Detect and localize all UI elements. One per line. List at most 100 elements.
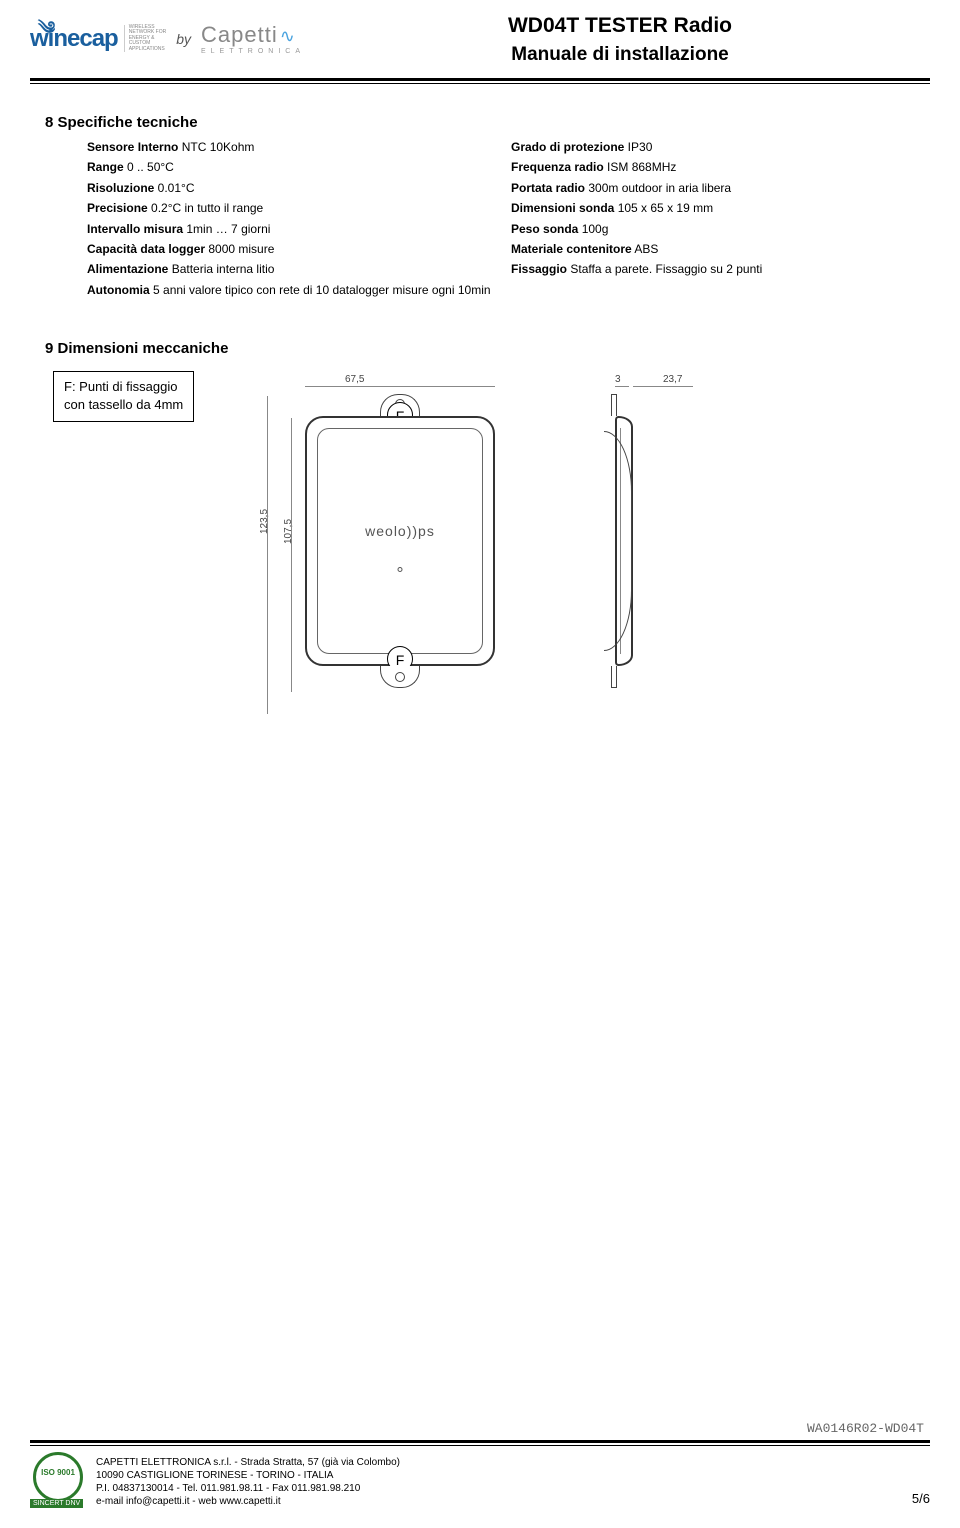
spec-row: Range 0 .. 50°C — [87, 157, 491, 177]
spec-col-right: Grado di protezione IP30Frequenza radio … — [511, 137, 915, 300]
dim-line-gap — [615, 386, 629, 387]
spec-label: Range — [87, 160, 124, 174]
dim-line-left-2 — [291, 418, 292, 692]
mechanical-diagram: 67,5 3 23,7 123,5 107,5 F weolo))ps — [245, 374, 805, 714]
addr-line4: e-mail info@capetti.it - web www.capetti… — [96, 1495, 902, 1508]
spec-label: Fissaggio — [511, 262, 567, 276]
dim-height-inner: 107,5 — [283, 518, 294, 543]
device-body-side — [615, 416, 633, 666]
logo-group: ༄ winecap WIRELESS NETWORK FOR ENERGY & … — [30, 12, 305, 55]
side-tab-bottom — [611, 666, 617, 688]
spec-columns: Sensore Interno NTC 10KohmRange 0 .. 50°… — [45, 137, 915, 300]
spec-value: 0.2°C in tutto il range — [148, 201, 264, 215]
addr-line2: 10090 CASTIGLIONE TORINESE - TORINO - IT… — [96, 1469, 902, 1482]
section9-title: 9 Dimensioni meccaniche — [45, 340, 915, 357]
device-brand: weolo))ps — [318, 523, 482, 539]
spec-value: 105 x 65 x 19 mm — [614, 201, 713, 215]
side-arc — [604, 431, 632, 651]
by-text: by — [176, 31, 191, 47]
cert-badge: ISO 9001 SINCERT DNV — [30, 1452, 86, 1508]
spec-row: Materiale contenitore ABS — [511, 239, 915, 259]
spec-label: Sensore Interno — [87, 140, 178, 154]
cert-ring-icon — [33, 1452, 83, 1502]
spec-col-left: Sensore Interno NTC 10KohmRange 0 .. 50°… — [87, 137, 491, 300]
dim-depth: 23,7 — [663, 374, 682, 385]
spec-value: 100g — [578, 222, 608, 236]
front-view: F weolo))ps F — [305, 394, 495, 694]
title-block: WD04T TESTER Radio Manuale di installazi… — [320, 12, 920, 66]
footer-row: ISO 9001 SINCERT DNV CAPETTI ELETTRONICA… — [30, 1452, 930, 1508]
cert-bar: SINCERT DNV — [30, 1499, 83, 1508]
callout-line1: F: Punti di fissaggio — [64, 379, 177, 394]
spec-value: 0.01°C — [154, 181, 194, 195]
spec-value: NTC 10Kohm — [178, 140, 254, 154]
spec-label: Intervallo misura — [87, 222, 183, 236]
spec-row: Risoluzione 0.01°C — [87, 178, 491, 198]
addr-line3: P.I. 04837130014 - Tel. 011.981.98.11 - … — [96, 1482, 902, 1495]
logo1-tagline: WIRELESS NETWORK FOR ENERGY & CUSTOM APP… — [124, 25, 167, 53]
spec-row: Alimentazione Batteria interna litio — [87, 259, 491, 279]
spec-value: 300m outdoor in aria libera — [585, 181, 731, 195]
spec-row: Precisione 0.2°C in tutto il range — [87, 198, 491, 218]
led-icon — [398, 567, 403, 572]
spec-label: Precisione — [87, 201, 148, 215]
side-tab-top — [611, 394, 617, 416]
spec-row: Peso sonda 100g — [511, 219, 915, 239]
side-view — [615, 394, 725, 694]
footer-rule — [30, 1440, 930, 1446]
company-address: CAPETTI ELETTRONICA s.r.l. - Strada Stra… — [96, 1456, 902, 1508]
spec-label: Frequenza radio — [511, 160, 604, 174]
spec-label: Grado di protezione — [511, 140, 624, 154]
spec-value: 8000 misure — [205, 242, 274, 256]
logo2-sub: ELETTRONICA — [201, 48, 305, 55]
fixing-callout: F: Punti di fissaggio con tassello da 4m… — [53, 371, 194, 421]
spec-row: Portata radio 300m outdoor in aria liber… — [511, 178, 915, 198]
page-header: ༄ winecap WIRELESS NETWORK FOR ENERGY & … — [0, 0, 960, 74]
spec-value: Batteria interna litio — [168, 262, 274, 276]
winecap-logo: ༄ winecap — [30, 25, 118, 53]
spec-row: Frequenza radio ISM 868MHz — [511, 157, 915, 177]
spec-label: Alimentazione — [87, 262, 168, 276]
content-area: 8 Specifiche tecniche Sensore Interno NT… — [0, 84, 960, 714]
spec-value: 5 anni valore tipico con rete di 10 data… — [150, 283, 491, 297]
device-body-front: weolo))ps — [305, 416, 495, 666]
addr-line1: CAPETTI ELETTRONICA s.r.l. - Strada Stra… — [96, 1456, 902, 1469]
wifi-icon: ༄ — [38, 9, 54, 59]
spec-row: Intervallo misura 1min … 7 giorni — [87, 219, 491, 239]
spec-row: Sensore Interno NTC 10Kohm — [87, 137, 491, 157]
spec-value: Staffa a parete. Fissaggio su 2 punti — [567, 262, 762, 276]
device-inner: weolo))ps — [317, 428, 483, 654]
spec-row: Dimensioni sonda 105 x 65 x 19 mm — [511, 198, 915, 218]
dim-line-depth — [633, 386, 693, 387]
spec-label: Peso sonda — [511, 222, 578, 236]
spec-label: Risoluzione — [87, 181, 154, 195]
spec-value: 0 .. 50°C — [124, 160, 174, 174]
spec-label: Autonomia — [87, 283, 150, 297]
doc-subtitle: Manuale di installazione — [320, 44, 920, 66]
spec-row: Autonomia 5 anni valore tipico con rete … — [87, 280, 491, 300]
spec-row: Grado di protezione IP30 — [511, 137, 915, 157]
dim-line-top-1 — [305, 386, 495, 387]
spec-label: Portata radio — [511, 181, 585, 195]
spec-row: Capacità data logger 8000 misure — [87, 239, 491, 259]
doc-title: WD04T TESTER Radio — [320, 14, 920, 38]
spec-value: 1min … 7 giorni — [183, 222, 270, 236]
mount-tab-bottom — [380, 666, 420, 688]
spec-row: Fissaggio Staffa a parete. Fissaggio su … — [511, 259, 915, 279]
spec-label: Dimensioni sonda — [511, 201, 614, 215]
spec-label: Materiale contenitore — [511, 242, 632, 256]
pulse-icon: ∿ — [280, 26, 296, 47]
page-number: 5/6 — [912, 1491, 930, 1508]
page-footer: WA0146R02-WD04T ISO 9001 SINCERT DNV CAP… — [0, 1421, 960, 1508]
doc-id: WA0146R02-WD04T — [30, 1421, 930, 1436]
mount-hole-bottom — [395, 672, 405, 682]
dim-width: 67,5 — [345, 374, 364, 385]
spec-label: Capacità data logger — [87, 242, 205, 256]
spec-value: ISM 868MHz — [604, 160, 677, 174]
logo2-text: Capetti — [201, 22, 278, 47]
dim-height-outer: 123,5 — [259, 508, 270, 533]
section9: 9 Dimensioni meccaniche F: Punti di fiss… — [45, 340, 915, 713]
dim-line-left-1 — [267, 396, 268, 714]
cert-text: ISO 9001 — [30, 1468, 86, 1477]
dim-gap: 3 — [615, 374, 621, 385]
